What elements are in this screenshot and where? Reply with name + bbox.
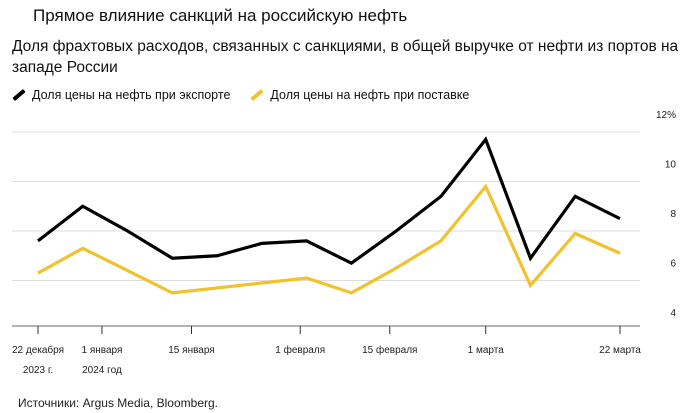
- legend-item-delivery: Доля цены на нефть при поставке: [250, 88, 469, 102]
- x-tick-label: 15 февраля: [362, 344, 417, 356]
- chart-subtitle: Доля фрахтовых расходов, связанных с сан…: [12, 38, 679, 76]
- x-tick-label: 15 января: [168, 345, 214, 356]
- source-note: Источники: Argus Media, Bloomberg.: [18, 396, 218, 410]
- x-tick-label: 22 марта: [599, 345, 641, 356]
- legend: Доля цены на нефть при экспорте Доля цен…: [12, 88, 469, 102]
- y-tick-label: 12%: [656, 110, 676, 121]
- legend-label-export: Доля цены на нефть при экспорте: [32, 88, 231, 102]
- y-tick-label: 10: [665, 160, 677, 171]
- y-tick-label: 8: [670, 209, 676, 220]
- series-line-1: [37, 183, 621, 295]
- chart-title: Прямое влияние санкций на российскую неф…: [33, 6, 408, 25]
- series-line-0: [37, 136, 621, 266]
- x-tick-label: 1 февраля: [275, 344, 325, 356]
- x-tick-sublabel: 2023 г.: [23, 365, 53, 376]
- legend-label-delivery: Доля цены на нефть при поставке: [270, 88, 470, 102]
- y-tick-label: 6: [670, 259, 676, 270]
- y-tick-label: 4: [670, 308, 676, 319]
- x-tick-sublabel: 2024 год: [82, 365, 122, 376]
- x-tick-label: 22 декабря: [12, 344, 64, 356]
- x-tick-label: 1 марта: [468, 345, 505, 356]
- legend-item-export: Доля цены на нефть при экспорте: [12, 88, 230, 102]
- x-tick-label: 1 января: [82, 345, 123, 356]
